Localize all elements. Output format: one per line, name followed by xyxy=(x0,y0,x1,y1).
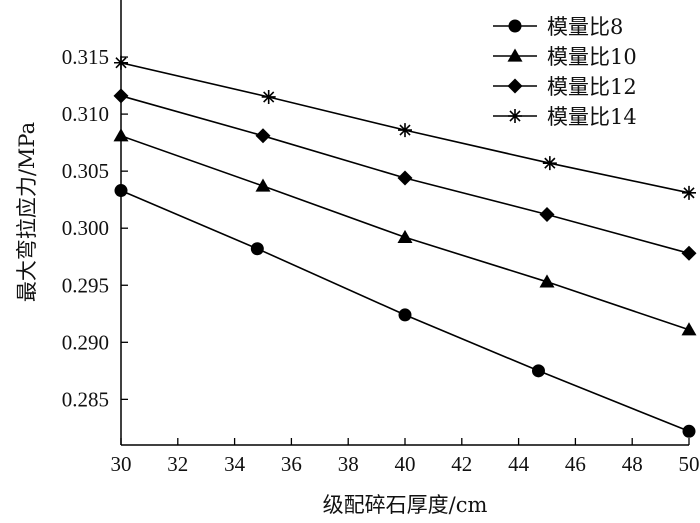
x-tick-label: 38 xyxy=(338,452,359,476)
data-point-asterisk xyxy=(542,156,557,171)
x-tick-label: 30 xyxy=(111,452,132,476)
data-point-circle xyxy=(531,364,545,378)
data-point-circle xyxy=(250,242,264,256)
legend-item: 模量比14 xyxy=(493,105,637,129)
x-tick-label: 32 xyxy=(167,452,188,476)
legend-marker-triangle xyxy=(507,48,523,62)
data-point-circle xyxy=(114,184,128,198)
series-2 xyxy=(113,128,697,336)
x-tick-label: 42 xyxy=(451,452,472,476)
x-tick-label: 36 xyxy=(281,452,302,476)
data-point-triangle xyxy=(113,128,129,142)
axes: 30 32 34 36 38 40 42 44 46 48 50 0.285 0.290 0.295 0.3… xyxy=(62,0,700,476)
series-1 xyxy=(114,184,696,438)
y-tick-label: 0.310 xyxy=(62,102,109,126)
data-point-diamond xyxy=(255,128,271,144)
legend-item: 模量比10 xyxy=(493,45,637,69)
data-point-triangle xyxy=(397,229,413,243)
series-4 xyxy=(114,55,696,200)
legend-item: 模量比12 xyxy=(493,75,637,99)
asterisk-stroke xyxy=(682,185,696,200)
x-tick-label: 44 xyxy=(508,452,530,476)
x-tick-label: 34 xyxy=(224,452,246,476)
y-axis-title: 最大弯拉应力/MPa xyxy=(15,122,39,302)
data-point-triangle xyxy=(539,274,555,288)
data-point-diamond xyxy=(397,170,413,186)
data-point-triangle xyxy=(681,322,697,336)
legend-marker-diamond xyxy=(507,78,523,94)
y-tick-label: 0.285 xyxy=(62,387,109,411)
data-point-asterisk xyxy=(261,89,276,104)
x-tick-label: 48 xyxy=(622,452,643,476)
x-tick-label: 46 xyxy=(565,452,586,476)
y-tick-label: 0.290 xyxy=(62,330,109,354)
data-point-asterisk xyxy=(114,55,128,70)
asterisk-stroke xyxy=(261,89,276,104)
legend-item: 模量比8 xyxy=(493,15,623,39)
data-point-asterisk xyxy=(398,123,412,138)
y-tick-label: 0.300 xyxy=(62,216,109,240)
data-point-diamond xyxy=(539,207,555,223)
legend-marker-circle xyxy=(508,19,522,33)
data-point-circle xyxy=(398,308,412,322)
x-tick-label: 40 xyxy=(395,452,416,476)
legend: 模量比8 模量比10 模量比12 模量比14 xyxy=(493,15,637,129)
data-point-diamond xyxy=(681,245,697,261)
legend-label: 模量比10 xyxy=(547,45,637,69)
y-tick-label: 0.295 xyxy=(62,273,109,297)
asterisk-stroke xyxy=(508,109,522,123)
legend-marker-asterisk xyxy=(508,109,522,123)
x-tick-label: 50 xyxy=(679,452,700,476)
x-axis-title: 级配碎石厚度/cm xyxy=(323,493,488,517)
asterisk-stroke xyxy=(542,156,557,171)
asterisk-stroke xyxy=(398,123,412,138)
asterisk-stroke xyxy=(114,55,128,70)
data-point-circle xyxy=(682,424,696,438)
data-point-diamond xyxy=(113,88,129,104)
series-layer xyxy=(113,55,697,438)
y-tick-label: 0.305 xyxy=(62,159,109,183)
data-point-asterisk xyxy=(682,185,696,200)
legend-label: 模量比8 xyxy=(547,15,623,39)
series-3 xyxy=(113,88,697,261)
y-tick-label: 0.315 xyxy=(62,45,109,69)
legend-label: 模量比14 xyxy=(547,105,637,129)
legend-label: 模量比12 xyxy=(547,75,637,99)
data-point-triangle xyxy=(255,178,271,192)
